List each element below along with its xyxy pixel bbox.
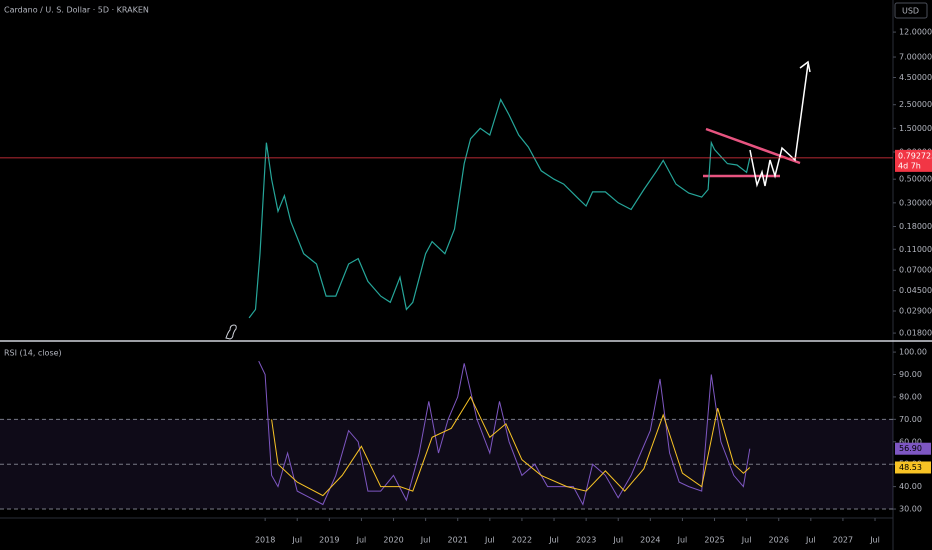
- y-tick-label: 30.00: [899, 505, 922, 514]
- x-tick-label: Jul: [291, 536, 302, 545]
- y-tick-label: 60.00: [899, 437, 922, 446]
- arrow-head: [799, 60, 811, 73]
- currency-label: USD: [902, 7, 919, 16]
- last-value-box: [895, 442, 931, 455]
- last-value-label: 48.53: [899, 463, 922, 472]
- x-tick-label: 2023: [576, 536, 596, 545]
- last-value-box: [895, 461, 931, 474]
- x-tick-label: Jul: [677, 536, 688, 545]
- drawings: [225, 60, 811, 340]
- x-tick-label: 2022: [512, 536, 532, 545]
- x-tick-label: Jul: [420, 536, 431, 545]
- x-tick-label: 2024: [640, 536, 660, 545]
- x-tick-label: Jul: [612, 536, 623, 545]
- y-tick-label: 100.00: [899, 348, 927, 357]
- x-tick-label: 2020: [383, 536, 403, 545]
- currency-button[interactable]: [894, 2, 928, 19]
- x-tick-label: 2021: [448, 536, 468, 545]
- countdown-label: 4d 7h: [898, 161, 921, 170]
- y-tick-label: 12.000000: [899, 28, 932, 37]
- x-tick-label: Jul: [484, 536, 495, 545]
- x-tick-label: 2026: [769, 536, 789, 545]
- y-tick-label: 80.00: [899, 392, 922, 401]
- last-value-label: 56.90: [899, 444, 922, 453]
- y-tick-label: 40.00: [899, 482, 922, 491]
- last-price-label: 0.792725: [898, 151, 932, 160]
- indicator-title: RSI (14, close): [4, 349, 62, 358]
- trendline: [705, 127, 801, 165]
- chart-title: Cardano / U. S. Dollar · 5D · KRAKEN: [4, 6, 149, 15]
- y-tick-label: 7.000000: [899, 53, 932, 62]
- logo-icon: [225, 324, 237, 340]
- y-tick-label: 90.00: [899, 370, 922, 379]
- x-tick-label: Jul: [356, 536, 367, 545]
- x-tick-label: 2025: [704, 536, 724, 545]
- series-line: [258, 360, 751, 506]
- last-price-box: [895, 149, 932, 172]
- projection: [749, 63, 809, 188]
- x-tick-label: 2027: [833, 536, 853, 545]
- x-tick-label: 2018: [255, 536, 275, 545]
- x-tick-label: Jul: [869, 536, 880, 545]
- x-tick-label: Jul: [548, 536, 559, 545]
- y-tick-label: 70.00: [899, 415, 922, 424]
- series-line: [271, 395, 751, 497]
- x-tick-label: Jul: [741, 536, 752, 545]
- x-tick-label: 2019: [319, 536, 339, 545]
- x-tick-label: Jul: [805, 536, 816, 545]
- price-line: [248, 97, 751, 319]
